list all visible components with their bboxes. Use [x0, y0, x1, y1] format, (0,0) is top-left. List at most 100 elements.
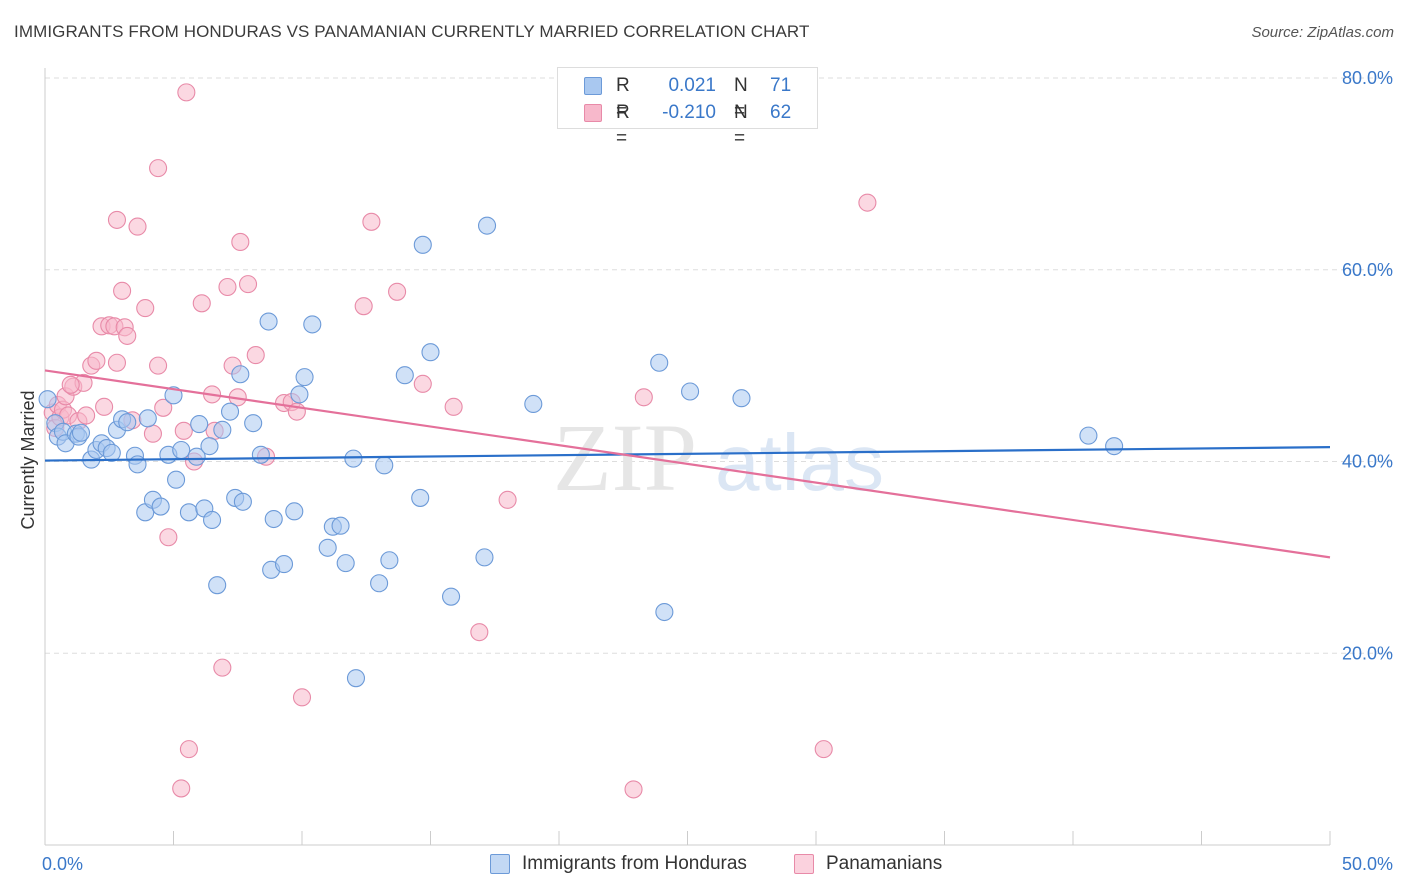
honduras-point [395, 366, 414, 385]
honduras-point [208, 576, 227, 595]
panamanians-point [149, 159, 168, 178]
honduras-point [336, 554, 355, 573]
panamanians-point [172, 779, 191, 798]
panamanians-point [107, 353, 127, 372]
panamanians-point [814, 740, 833, 759]
honduras-point [274, 555, 294, 574]
panamanians-point [246, 346, 265, 365]
honduras-point [167, 470, 186, 489]
y-tick-label: 80.0% [1342, 68, 1393, 88]
panamanians-point [470, 623, 489, 642]
panamanians-point [118, 326, 137, 345]
y-tick-label: 20.0% [1342, 643, 1393, 663]
panamanians-point [354, 297, 373, 316]
r-label: R = [616, 75, 630, 122]
x-tick-label: 50.0% [1342, 854, 1393, 874]
legend-swatch-blue [490, 854, 510, 874]
panamanians-point [87, 351, 106, 370]
series-legend: Immigrants from Honduras Panamanians [0, 852, 1406, 878]
honduras-point [213, 420, 232, 439]
honduras-point [102, 443, 121, 462]
panamanians-point [192, 294, 211, 313]
legend-label: Panamanians [826, 853, 943, 874]
n-value: 71 [770, 75, 792, 96]
panamanians-point [231, 232, 250, 251]
panamanians-point [444, 397, 463, 416]
panamanians-point [634, 388, 653, 407]
panamanians-point [154, 398, 173, 417]
legend-swatch-blue [584, 77, 602, 95]
honduras-point [303, 315, 322, 334]
source-label: Source: ZipAtlas.com [1251, 24, 1394, 41]
panamanians-point [61, 375, 80, 394]
honduras-point [172, 440, 191, 460]
honduras-point [179, 503, 198, 522]
panamanians-point [136, 299, 155, 318]
honduras-point [151, 497, 170, 516]
watermark-zip: ZIP [553, 404, 697, 511]
honduras-trend-line [44, 446, 1331, 462]
panamanians-point [858, 193, 877, 212]
honduras-point [411, 488, 430, 507]
honduras-point [1079, 426, 1098, 445]
y-tick-label: 60.0% [1342, 260, 1393, 280]
honduras-point [732, 389, 751, 408]
honduras-point [285, 502, 304, 521]
legend-swatch-pink [794, 854, 814, 874]
x-tick-label: 0.0% [42, 854, 83, 874]
panamanians-point [179, 740, 198, 759]
honduras-point [380, 551, 399, 570]
y-axis-label: Currently Married [18, 390, 38, 529]
honduras-point [344, 449, 363, 468]
chart-title: IMMIGRANTS FROM HONDURAS VS PANAMANIAN C… [14, 22, 810, 41]
honduras-point [524, 394, 543, 414]
r-value: 0.021 [668, 75, 716, 96]
honduras-point [231, 365, 250, 384]
honduras-point [650, 353, 669, 372]
gridlines [45, 77, 1392, 654]
honduras-point [1105, 437, 1124, 456]
panamanians-point [624, 780, 643, 799]
honduras-point [681, 382, 700, 401]
honduras-point [164, 386, 183, 405]
tick-labels: 20.0% 40.0% 60.0% 80.0% 0.0% 50.0% [42, 68, 1393, 874]
trend-lines [44, 369, 1331, 559]
honduras-point [295, 368, 314, 387]
panamanians-point [218, 277, 237, 297]
honduras-point [203, 510, 222, 530]
honduras-point [346, 669, 366, 688]
panamanians-trend-line [44, 369, 1331, 559]
legend-swatch-pink [584, 104, 602, 122]
panamanians-point [238, 275, 258, 294]
honduras-point [259, 312, 278, 331]
correlation-legend: R = 0.021 N = 71 R = -0.210 N = 62 [557, 67, 818, 149]
panamanians-point [159, 528, 178, 547]
panamanians-point [113, 281, 132, 300]
r-value: -0.210 [662, 102, 716, 123]
y-tick-label: 40.0% [1342, 452, 1393, 472]
honduras-point [187, 447, 206, 466]
honduras-point [71, 423, 91, 442]
panamanians-point [143, 424, 162, 443]
panamanians-point [128, 217, 147, 236]
honduras-point [331, 516, 350, 535]
honduras-point [220, 402, 240, 421]
panamanians-point [177, 83, 196, 102]
n-label: N = [734, 102, 748, 149]
panamanians-point [413, 374, 432, 393]
panamanians-point [362, 212, 381, 231]
honduras-point [413, 235, 432, 254]
n-label: N = [734, 75, 748, 122]
honduras-point [138, 409, 157, 428]
honduras-point [318, 538, 337, 557]
honduras-point [477, 216, 497, 235]
watermark-atlas: atlas [715, 418, 884, 507]
panamanians-point [149, 356, 168, 375]
r-label: R = [616, 102, 630, 149]
watermark: ZIP atlas [553, 404, 884, 511]
panamanians-point [292, 688, 312, 707]
panamanians-point [213, 658, 232, 677]
honduras-point [442, 587, 461, 606]
honduras-point [118, 413, 137, 432]
